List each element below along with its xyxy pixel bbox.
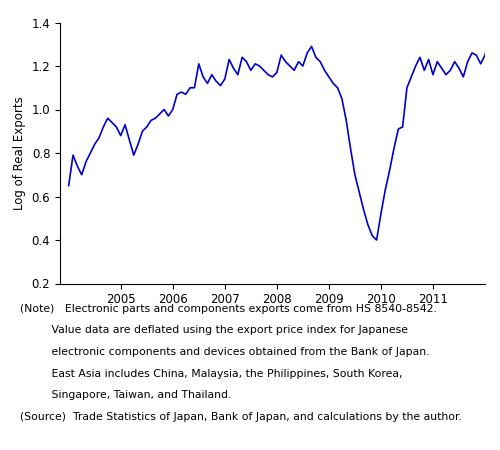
Text: Value data are deflated using the export price index for Japanese: Value data are deflated using the export… [20,325,408,335]
Text: Singapore, Taiwan, and Thailand.: Singapore, Taiwan, and Thailand. [20,390,232,400]
Text: (Note)   Electronic parts and components exports come from HS 8540-8542.: (Note) Electronic parts and components e… [20,304,437,314]
Text: electronic components and devices obtained from the Bank of Japan.: electronic components and devices obtain… [20,347,430,357]
Text: (Source)  Trade Statistics of Japan, Bank of Japan, and calculations by the auth: (Source) Trade Statistics of Japan, Bank… [20,412,462,422]
Y-axis label: Log of Real Exports: Log of Real Exports [13,96,26,210]
Text: East Asia includes China, Malaysia, the Philippines, South Korea,: East Asia includes China, Malaysia, the … [20,369,402,378]
